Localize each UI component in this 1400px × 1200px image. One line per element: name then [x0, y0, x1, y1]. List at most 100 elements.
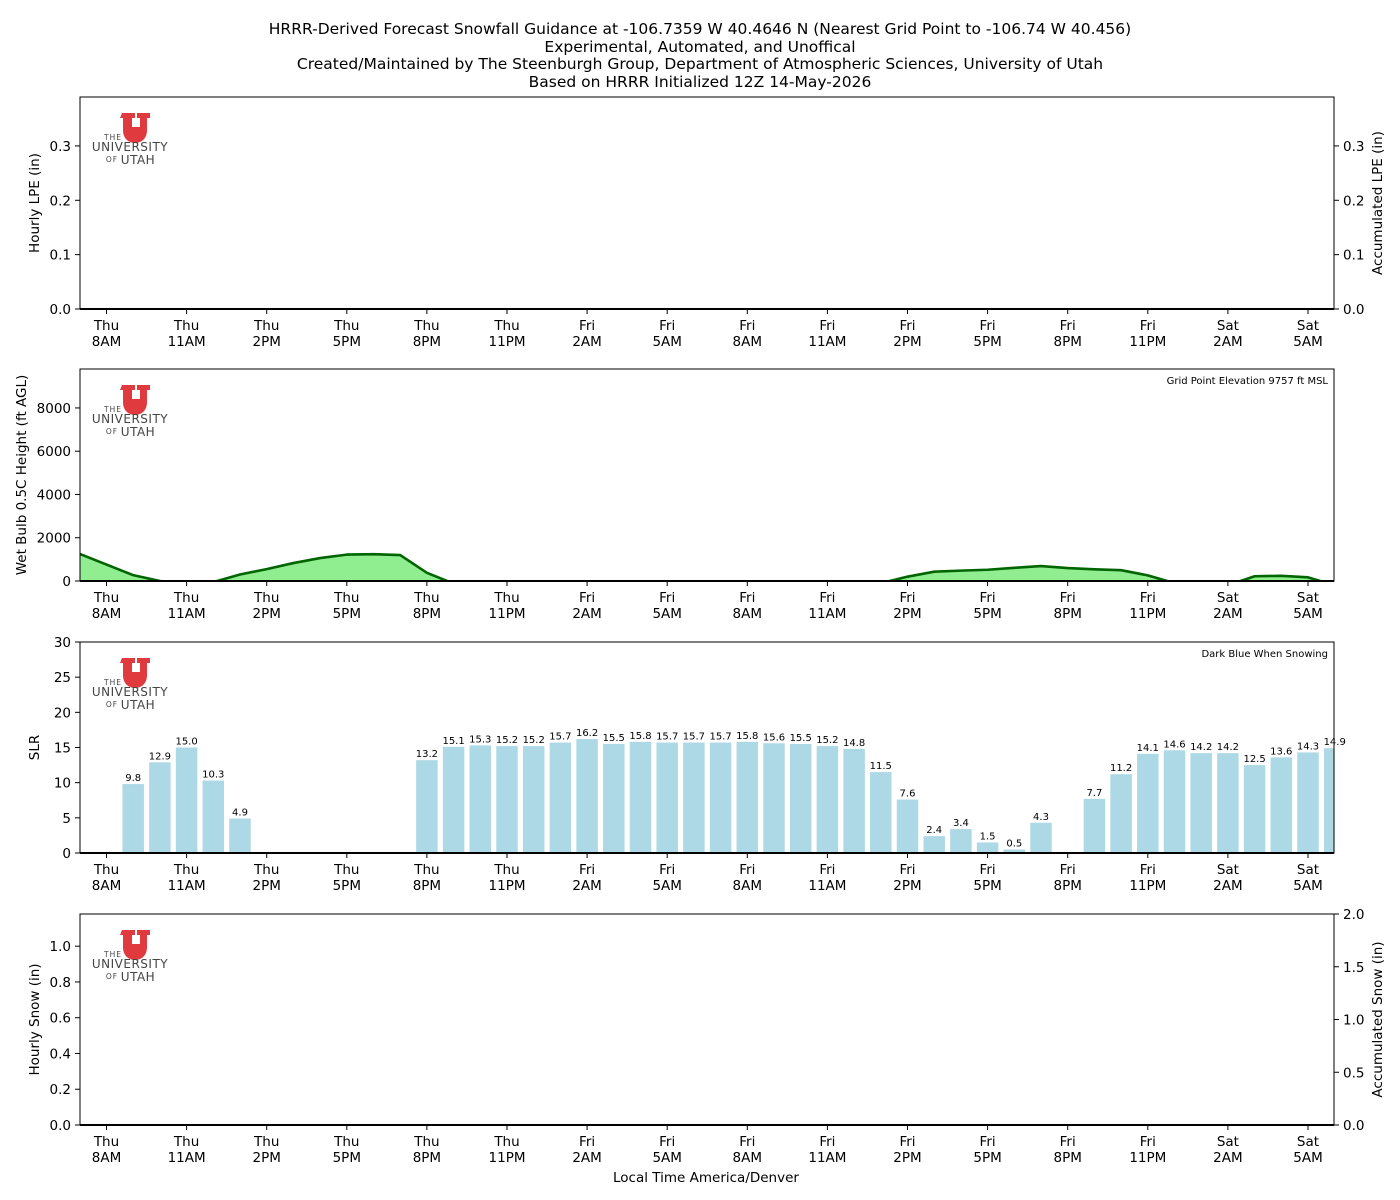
slr-bar — [175, 747, 198, 853]
slr-bar — [736, 741, 759, 853]
y-tick-label: 0.8 — [50, 975, 71, 991]
slr-bar-label: 15.8 — [736, 731, 758, 742]
x-tick-time-label: 8PM — [413, 334, 441, 350]
slr-bar-label: 14.2 — [1217, 742, 1239, 753]
slr-bar — [122, 784, 144, 853]
x-tick-day-label: Fri — [659, 1134, 675, 1150]
x-tick-time-label: 11AM — [808, 1150, 846, 1166]
x-tick-day-label: Thu — [333, 318, 359, 334]
x-tick-time-label: 5AM — [1293, 606, 1322, 622]
x-tick-time-label: 11AM — [808, 334, 846, 350]
slr-bar-label: 15.5 — [790, 733, 812, 744]
x-tick-time-label: 11AM — [168, 334, 206, 350]
slr-bar-label: 12.9 — [149, 751, 171, 762]
slr-bar — [1323, 748, 1334, 853]
x-tick-day-label: Fri — [980, 590, 996, 606]
panel-1: Thu8AMThu11AMThu2PMThu5PMThu8PMThu11PMFr… — [27, 96, 1386, 350]
slr-bar — [683, 742, 705, 853]
logo-utah-text: UTAH — [121, 698, 155, 712]
plot-area — [122, 739, 1334, 853]
slr-bar-label: 15.2 — [496, 735, 518, 746]
x-tick-time-label: 11AM — [808, 606, 846, 622]
slr-bar — [870, 772, 892, 853]
slr-bar — [469, 745, 492, 853]
x-tick-day-label: Thu — [493, 318, 519, 334]
x-tick-time-label: 11AM — [168, 606, 206, 622]
x-tick-day-label: Sat — [1297, 318, 1319, 334]
panel-annotation: Grid Point Elevation 9757 ft MSL — [1167, 376, 1329, 387]
logo-of-text: OF — [106, 972, 118, 981]
x-tick-time-label: 11PM — [489, 334, 526, 350]
slr-bar-label: 14.1 — [1137, 743, 1159, 754]
x-tick-time-label: 5PM — [333, 606, 361, 622]
x-tick-time-label: 2PM — [253, 878, 281, 894]
x-tick-day-label: Fri — [1140, 590, 1156, 606]
slr-bar — [896, 799, 919, 853]
chart-title-line-4: Based on HRRR Initialized 12Z 14-May-202… — [528, 72, 872, 91]
x-tick-time-label: 8PM — [1054, 878, 1082, 894]
wetbulb-line — [80, 552, 1325, 581]
x-tick-day-label: Fri — [899, 318, 915, 334]
panel-3: 9.8 12.9 15.0 10.3 4.9 13.2 15.1 15.3 15.2 15.2 15… — [27, 635, 1346, 894]
slr-bar-label: 14.8 — [843, 738, 865, 749]
y-tick-label: 1.0 — [50, 939, 71, 955]
x-tick-day-label: Fri — [1140, 318, 1156, 334]
slr-bar-label: 9.8 — [125, 773, 141, 784]
slr-bar — [923, 836, 945, 853]
slr-bar-label: 7.7 — [1086, 788, 1102, 799]
y-tick-right-label: 0.5 — [1343, 1065, 1364, 1081]
x-tick-time-label: 5PM — [333, 1150, 361, 1166]
slr-bar-label: 15.2 — [523, 735, 545, 746]
slr-bar-label: 3.4 — [953, 818, 969, 829]
x-tick-day-label: Fri — [579, 318, 595, 334]
x-tick-time-label: 8PM — [1054, 1150, 1082, 1166]
logo-university-text: UNIVERSITY — [92, 685, 168, 699]
x-tick-day-label: Fri — [579, 590, 595, 606]
x-tick-day-label: Fri — [739, 590, 755, 606]
x-tick-time-label: 2PM — [893, 606, 921, 622]
slr-bar-label: 16.2 — [576, 728, 598, 739]
slr-bar — [1083, 798, 1106, 853]
y-tick-label: 2000 — [37, 531, 71, 547]
x-tick-time-label: 11AM — [168, 1150, 206, 1166]
x-tick-day-label: Fri — [1060, 318, 1076, 334]
x-tick-day-label: Thu — [493, 862, 519, 878]
slr-bar — [1110, 774, 1132, 853]
y-tick-right-label: 1.0 — [1343, 1013, 1364, 1029]
x-tick-day-label: Thu — [413, 862, 439, 878]
x-tick-day-label: Sat — [1217, 862, 1239, 878]
y-tick-label: 8000 — [37, 401, 71, 417]
x-tick-day-label: Fri — [659, 862, 675, 878]
x-tick-day-label: Fri — [1060, 590, 1076, 606]
x-tick-time-label: 5AM — [652, 878, 681, 894]
x-tick-day-label: Fri — [739, 318, 755, 334]
logo-the-text: THE — [103, 405, 122, 414]
x-tick-day-label: Thu — [253, 862, 279, 878]
x-tick-time-label: 11AM — [168, 878, 206, 894]
y-tick-label: 20 — [54, 705, 71, 721]
x-tick-day-label: Thu — [93, 862, 119, 878]
x-tick-time-label: 2AM — [572, 1150, 601, 1166]
chart-title-block: HRRR-Derived Forecast Snowfall Guidance … — [0, 20, 1400, 91]
x-tick-day-label: Thu — [173, 590, 199, 606]
x-tick-time-label: 11PM — [1129, 334, 1166, 350]
x-tick-day-label: Fri — [1140, 862, 1156, 878]
slr-bar — [1270, 757, 1293, 853]
slr-bar-label: 15.7 — [709, 732, 731, 743]
x-tick-time-label: 5PM — [333, 878, 361, 894]
x-tick-day-label: Thu — [413, 318, 439, 334]
slr-bar — [1137, 753, 1159, 853]
block-u-icon — [120, 385, 150, 415]
slr-bar-label: 7.6 — [900, 789, 916, 800]
x-tick-time-label: 2PM — [893, 878, 921, 894]
x-tick-time-label: 8AM — [92, 606, 121, 622]
x-tick-day-label: Fri — [899, 590, 915, 606]
logo-of-text: OF — [106, 427, 118, 436]
x-tick-day-label: Thu — [173, 862, 199, 878]
x-tick-day-label: Fri — [980, 862, 996, 878]
logo-of-text: OF — [106, 700, 118, 709]
x-tick-time-label: 2AM — [572, 878, 601, 894]
x-tick-time-label: 5AM — [652, 606, 681, 622]
x-tick-time-label: 11PM — [489, 1150, 526, 1166]
